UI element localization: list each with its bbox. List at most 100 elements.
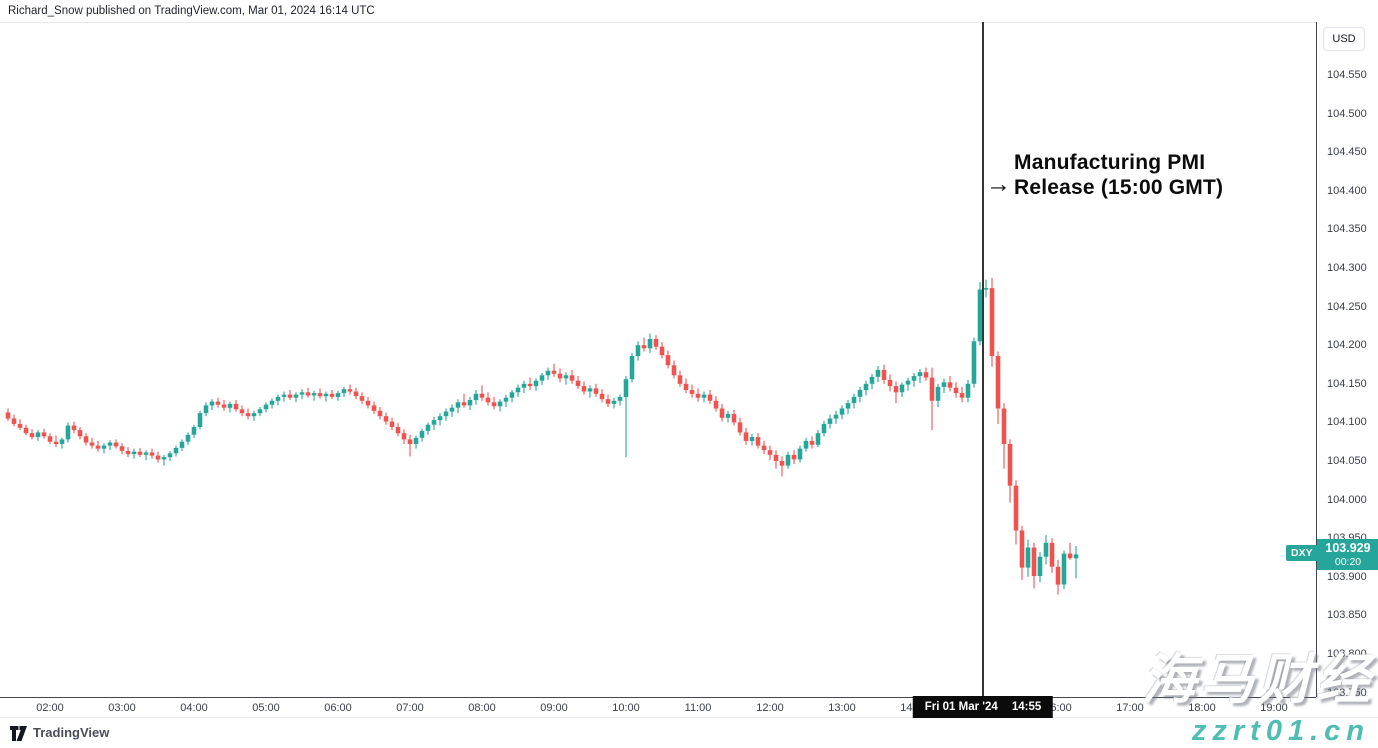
candle-body	[1043, 542, 1049, 557]
candle-body	[41, 432, 47, 437]
candle-body	[269, 400, 275, 405]
candle-body	[1013, 485, 1019, 531]
candle-body	[101, 445, 107, 449]
candle-body	[911, 376, 917, 381]
candle-body	[161, 457, 167, 460]
candle-body	[239, 409, 245, 414]
candle-body	[881, 369, 887, 380]
candle-body	[875, 369, 881, 377]
time-tick-label: 03:00	[108, 702, 136, 714]
candle-body	[701, 394, 707, 398]
candle-body	[479, 393, 485, 398]
annotation-line2: Release (15:00 GMT)	[1014, 176, 1224, 199]
candle-body	[1067, 553, 1073, 559]
candle-body	[383, 416, 389, 422]
candle-body	[893, 386, 899, 393]
candle-body	[65, 425, 71, 440]
candle-body	[749, 437, 755, 441]
price-tick-label: 103.900	[1327, 570, 1367, 583]
candle-body	[545, 370, 551, 376]
candle-body	[137, 451, 143, 455]
candle-body	[467, 400, 473, 406]
candle-body	[959, 393, 965, 398]
tradingview-brand[interactable]: TradingView	[33, 725, 110, 740]
candle-body	[293, 394, 299, 398]
candle-body	[557, 373, 563, 379]
publish-header: Richard_Snow published on TradingView.co…	[8, 5, 375, 17]
candle-body	[1055, 566, 1061, 585]
price-tick-label: 104.400	[1327, 184, 1367, 197]
tradingview-logo-icon[interactable]	[10, 726, 29, 741]
candle-body	[1031, 547, 1037, 577]
time-tick-label: 19:00	[1260, 702, 1288, 714]
candle-body	[317, 393, 323, 397]
time-tick-label: 02:00	[36, 702, 64, 714]
candle-body	[425, 424, 431, 431]
candle-body	[173, 447, 179, 454]
candle-body	[1037, 556, 1043, 576]
time-tick-label: 11:00	[684, 702, 712, 714]
time-axis[interactable]: 02:00 03:00 04:00 05:00 06:00 07:00 08:00 09:00…	[0, 696, 1316, 718]
candle-body	[323, 393, 329, 397]
candle-body	[647, 339, 653, 349]
candle-body	[641, 345, 647, 349]
candle-body	[53, 441, 59, 444]
candle-body	[941, 382, 947, 387]
candle-body	[575, 380, 581, 387]
time-tick-label: 09:00	[540, 702, 568, 714]
candle-body	[155, 455, 161, 460]
candle-body	[347, 389, 353, 392]
candle-body	[395, 427, 401, 434]
candle-body	[113, 442, 119, 447]
candle-body	[929, 377, 935, 401]
candle-body	[977, 289, 983, 342]
candle-body	[413, 437, 419, 444]
time-tick-label: 05:00	[252, 702, 280, 714]
candle-body	[89, 442, 95, 446]
candle-body	[983, 288, 989, 290]
last-price-value: 103.929	[1325, 541, 1371, 556]
candle-body	[125, 451, 131, 455]
price-tick-label: 104.050	[1327, 455, 1367, 467]
candle-body	[131, 451, 137, 454]
candle-body	[815, 433, 821, 445]
time-tick-label: 13:00	[828, 702, 856, 714]
candle-body	[671, 365, 677, 376]
candle-body	[365, 400, 371, 406]
event-annotation: → Manufacturing PMI Release (15:00 GMT)	[986, 150, 1223, 200]
candle-body	[599, 393, 605, 400]
candle-body	[989, 288, 995, 356]
candle-body	[839, 408, 845, 415]
time-tick-label: 07:00	[396, 702, 424, 714]
event-time: 14:55	[1011, 701, 1042, 713]
candle-body	[935, 386, 941, 401]
candle-body	[587, 388, 593, 392]
candle-body	[779, 461, 785, 466]
candle-body	[1025, 547, 1031, 568]
candle-body	[821, 423, 827, 434]
watermark-url: zzrt01.cn	[1191, 715, 1370, 747]
annotation-line1: Manufacturing PMI	[1014, 151, 1206, 174]
candle-body	[761, 445, 767, 451]
bar-countdown: 00:20	[1334, 556, 1362, 569]
price-tick-label: 104.350	[1327, 223, 1367, 236]
candle-body	[887, 379, 893, 387]
candle-body	[833, 414, 839, 419]
header-divider	[0, 22, 1378, 23]
candle-body	[677, 375, 683, 384]
candle-body	[533, 380, 539, 387]
candle-body	[227, 403, 233, 408]
candle-body	[743, 432, 749, 441]
candle-body	[233, 403, 239, 410]
candle-body	[431, 420, 437, 425]
candle-body	[59, 439, 65, 444]
currency-button[interactable]: USD	[1323, 27, 1365, 51]
price-axis[interactable]: USD 104.550 104.500 104.450 104.400 104.350 1…	[1316, 22, 1378, 699]
candle-body	[107, 442, 113, 446]
time-tick-label: 08:00	[468, 702, 496, 714]
candle-body	[503, 397, 509, 402]
candle-body	[755, 437, 761, 446]
candle-body	[407, 439, 413, 444]
